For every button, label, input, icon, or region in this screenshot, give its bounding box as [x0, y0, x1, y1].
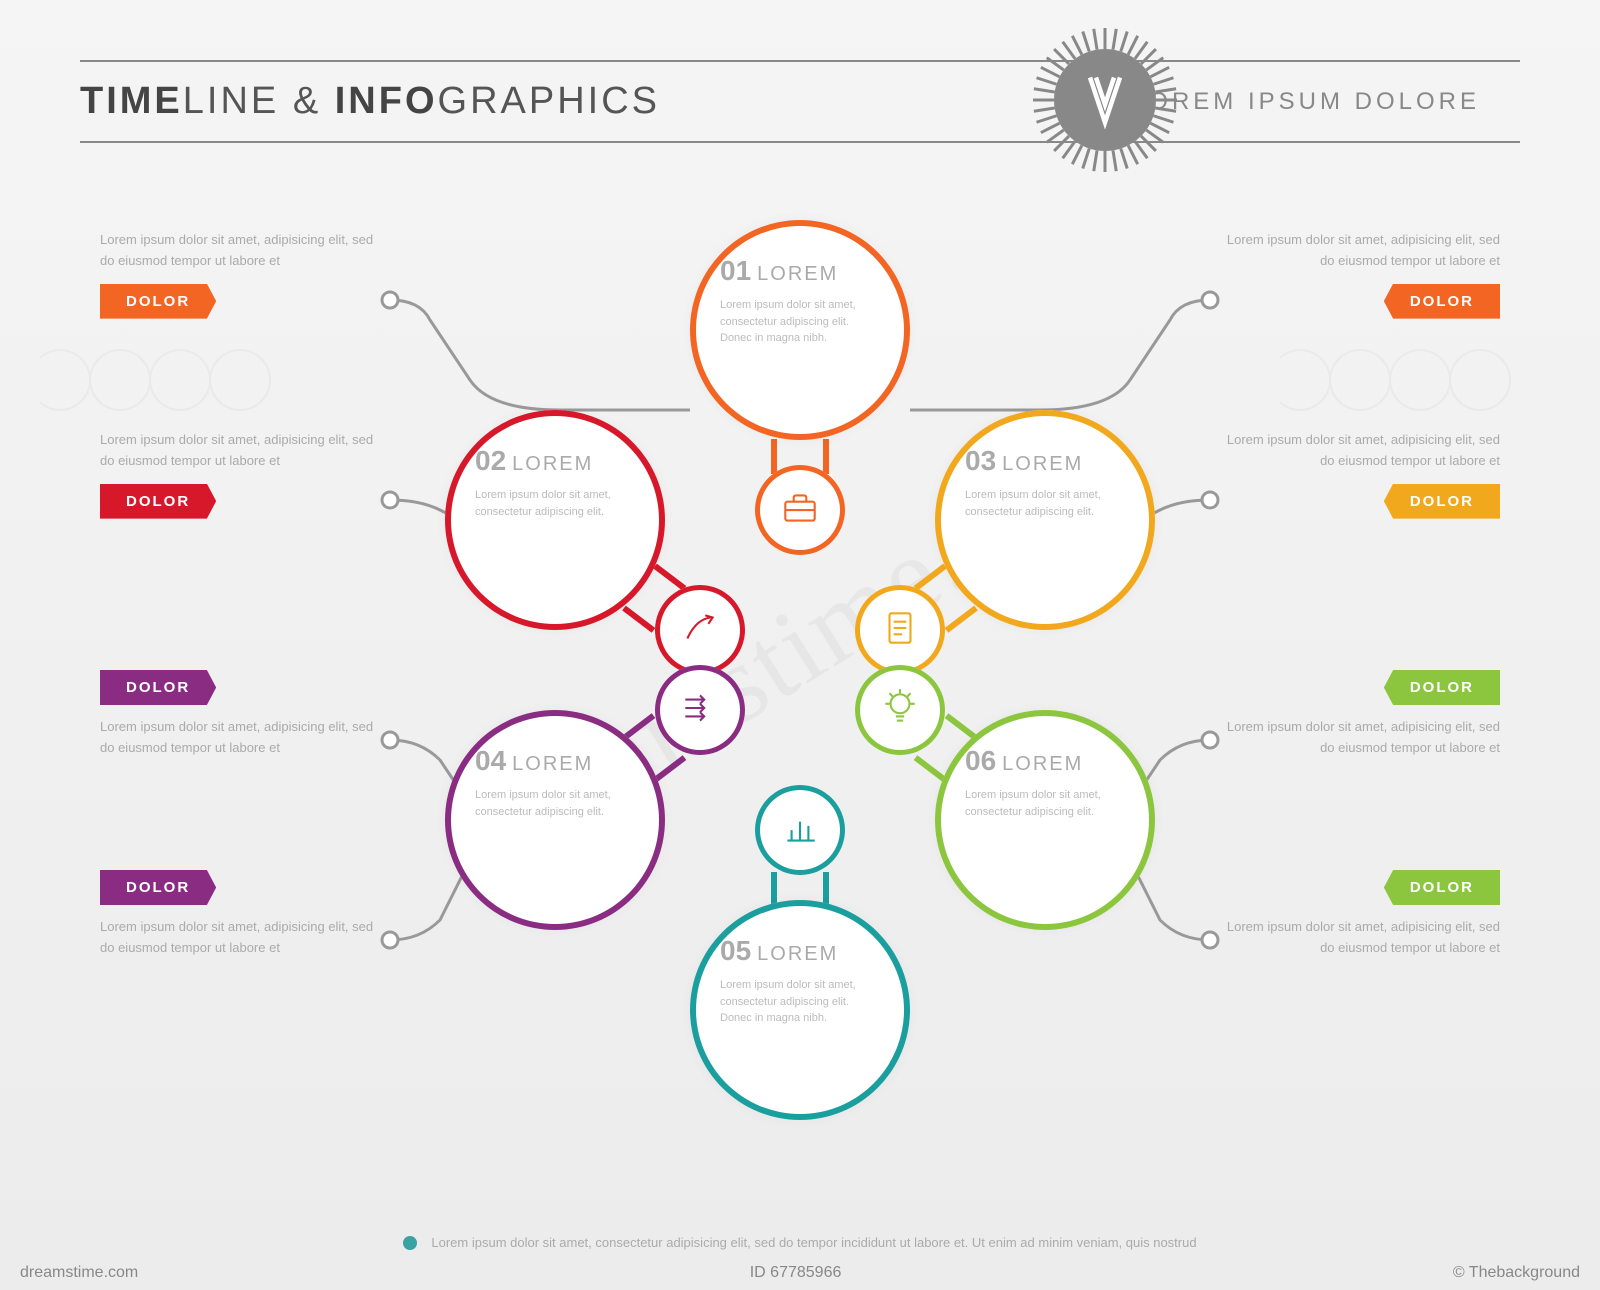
callout-left-2: DOLOR Lorem ipsum dolor sit amet, adipisi…: [100, 670, 390, 771]
callout-para: Lorem ipsum dolor sit amet, adipisicing …: [1210, 430, 1500, 472]
wm-right: © Thebackground: [1453, 1264, 1580, 1282]
arrow-up-icon: [679, 607, 721, 654]
node-num: 05: [720, 935, 751, 966]
node-label: LOREM: [512, 453, 593, 475]
callout-tag: DOLOR: [100, 484, 216, 519]
node-big-3: 03 LOREM Lorem ipsum dolor sit amet, cons…: [935, 410, 1155, 630]
node-body: Lorem ipsum dolor sit amet, consectetur …: [720, 977, 880, 1027]
title-part-4: GRAPHICS: [438, 80, 660, 122]
node-label: LOREM: [1002, 753, 1083, 775]
footer-text: Lorem ipsum dolor sit amet, consectetur …: [431, 1235, 1196, 1250]
callout-tag: DOLOR: [1384, 870, 1500, 905]
node-small-5: [755, 785, 845, 875]
watermark-bottom: dreamstime.com ID 67785966 © Thebackgrou…: [20, 1264, 1580, 1282]
callout-tag: DOLOR: [100, 284, 216, 319]
callout-right-5: Lorem ipsum dolor sit amet, adipisicing …: [1210, 430, 1500, 519]
callout-right-7: DOLOR Lorem ipsum dolor sit amet, adipisi…: [1210, 870, 1500, 971]
title-part-2: LINE &: [183, 80, 335, 122]
callout-right-6: DOLOR Lorem ipsum dolor sit amet, adipisi…: [1210, 670, 1500, 771]
node-label: LOREM: [757, 263, 838, 285]
subtitle: LOREM IPSUM DOLORE: [1132, 88, 1480, 116]
node-num: 03: [965, 445, 996, 476]
node-label: LOREM: [757, 943, 838, 965]
callout-para: Lorem ipsum dolor sit amet, adipisicing …: [1210, 717, 1500, 759]
page-title: TIMELINE & INFOGRAPHICS: [80, 80, 660, 123]
node-num: 06: [965, 745, 996, 776]
doc-icon: [879, 607, 921, 654]
node-big-4: 04 LOREM Lorem ipsum dolor sit amet, cons…: [445, 710, 665, 930]
title-part-3: INFO: [335, 80, 438, 122]
node-small-6: [855, 665, 945, 755]
title-part-1: TIME: [80, 80, 183, 122]
diagram-canvas: 01 LOREM Lorem ipsum dolor sit amet, cons…: [0, 200, 1600, 1200]
callout-tag: DOLOR: [1384, 284, 1500, 319]
callout-para: Lorem ipsum dolor sit amet, adipisicing …: [100, 917, 390, 959]
seal-badge-icon: [1030, 25, 1180, 175]
callout-tag: DOLOR: [1384, 484, 1500, 519]
wm-mid: ID 67785966: [750, 1264, 842, 1282]
node-small-1: [755, 465, 845, 555]
node-big-5: 05 LOREM Lorem ipsum dolor sit amet, cons…: [690, 900, 910, 1120]
callout-para: Lorem ipsum dolor sit amet, adipisicing …: [100, 430, 390, 472]
briefcase-icon: [779, 487, 821, 534]
node-body: Lorem ipsum dolor sit amet, consectetur …: [475, 787, 635, 820]
node-connector: [823, 439, 829, 474]
node-body: Lorem ipsum dolor sit amet, consectetur …: [720, 297, 880, 347]
callout-left-0: Lorem ipsum dolor sit amet, adipisicing …: [100, 230, 390, 319]
node-big-1: 01 LOREM Lorem ipsum dolor sit amet, cons…: [690, 220, 910, 440]
bars-icon: [779, 807, 821, 854]
callout-left-3: DOLOR Lorem ipsum dolor sit amet, adipisi…: [100, 870, 390, 971]
node-num: 02: [475, 445, 506, 476]
arrows-icon: [679, 687, 721, 734]
callout-para: Lorem ipsum dolor sit amet, adipisicing …: [1210, 917, 1500, 959]
node-small-4: [655, 665, 745, 755]
callout-tag: DOLOR: [1384, 670, 1500, 705]
callout-para: Lorem ipsum dolor sit amet, adipisicing …: [1210, 230, 1500, 272]
callout-tag: DOLOR: [100, 670, 216, 705]
bulb-icon: [879, 687, 921, 734]
node-num: 04: [475, 745, 506, 776]
callout-right-4: Lorem ipsum dolor sit amet, adipisicing …: [1210, 230, 1500, 319]
node-connector: [771, 439, 777, 474]
node-label: LOREM: [512, 753, 593, 775]
callout-para: Lorem ipsum dolor sit amet, adipisicing …: [100, 230, 390, 272]
callout-para: Lorem ipsum dolor sit amet, adipisicing …: [100, 717, 390, 759]
callout-left-1: Lorem ipsum dolor sit amet, adipisicing …: [100, 430, 390, 519]
footer-dot-icon: [403, 1236, 417, 1250]
wm-left: dreamstime.com: [20, 1264, 138, 1282]
node-big-2: 02 LOREM Lorem ipsum dolor sit amet, cons…: [445, 410, 665, 630]
header: TIMELINE & INFOGRAPHICS LOREM IPSUM DOLO…: [80, 60, 1520, 143]
node-body: Lorem ipsum dolor sit amet, consectetur …: [965, 487, 1125, 520]
footer: Lorem ipsum dolor sit amet, consectetur …: [0, 1235, 1600, 1250]
node-label: LOREM: [1002, 453, 1083, 475]
callout-tag: DOLOR: [100, 870, 216, 905]
node-body: Lorem ipsum dolor sit amet, consectetur …: [475, 487, 635, 520]
node-big-6: 06 LOREM Lorem ipsum dolor sit amet, cons…: [935, 710, 1155, 930]
node-small-2: [655, 585, 745, 675]
node-num: 01: [720, 255, 751, 286]
node-small-3: [855, 585, 945, 675]
node-body: Lorem ipsum dolor sit amet, consectetur …: [965, 787, 1125, 820]
